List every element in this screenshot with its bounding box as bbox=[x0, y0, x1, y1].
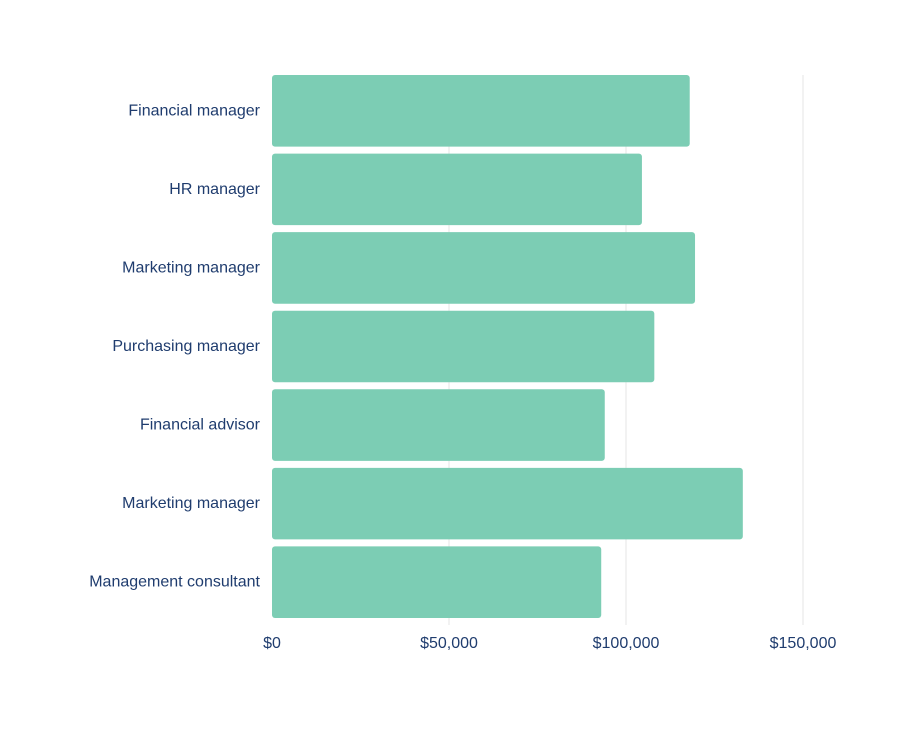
category-label-5: Marketing manager bbox=[122, 495, 261, 512]
x-tick-label-2: $100,000 bbox=[593, 635, 660, 652]
bar-4 bbox=[272, 389, 605, 461]
bar-5 bbox=[272, 467, 743, 540]
bar-1 bbox=[272, 153, 642, 226]
x-axis-tick-labels: $0 $50,000 $100,000 $150,000 bbox=[263, 635, 836, 652]
category-label-0: Financial manager bbox=[128, 102, 260, 119]
bar-3 bbox=[272, 310, 655, 383]
category-label-6: Management consultant bbox=[89, 574, 260, 591]
category-label-4: Financial advisor bbox=[140, 417, 261, 434]
x-tick-label-1: $50,000 bbox=[420, 635, 478, 652]
x-tick-label-0: $0 bbox=[263, 635, 281, 652]
x-tick-label-3: $150,000 bbox=[770, 635, 837, 652]
bar-0 bbox=[272, 75, 690, 147]
category-label-1: HR manager bbox=[169, 181, 260, 198]
bars bbox=[272, 75, 743, 618]
category-labels: Financial manager HR manager Marketing man… bbox=[89, 102, 260, 590]
category-label-2: Marketing manager bbox=[122, 259, 261, 276]
bar-6 bbox=[272, 546, 602, 618]
bar-2 bbox=[272, 232, 696, 304]
category-label-3: Purchasing manager bbox=[112, 338, 260, 355]
